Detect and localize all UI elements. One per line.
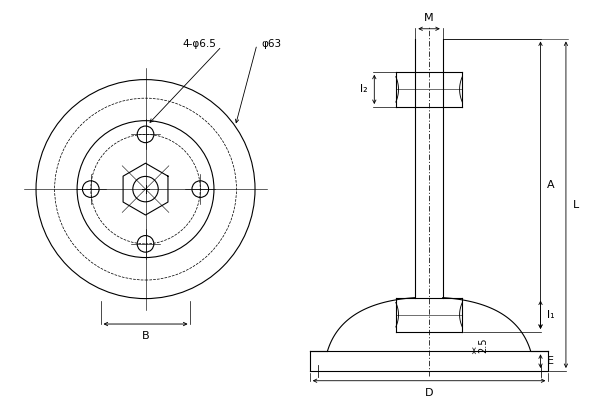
Text: B: B bbox=[142, 331, 149, 341]
Text: l₂: l₂ bbox=[360, 84, 367, 94]
Text: l₁: l₁ bbox=[547, 310, 555, 320]
Text: A: A bbox=[547, 180, 555, 190]
Text: E: E bbox=[547, 356, 554, 366]
Text: D: D bbox=[425, 388, 433, 398]
Text: 4-φ6.5: 4-φ6.5 bbox=[182, 40, 217, 50]
Text: L: L bbox=[573, 200, 579, 210]
Text: φ63: φ63 bbox=[261, 40, 281, 50]
Text: M: M bbox=[424, 13, 434, 23]
Text: 2.5: 2.5 bbox=[478, 338, 488, 353]
